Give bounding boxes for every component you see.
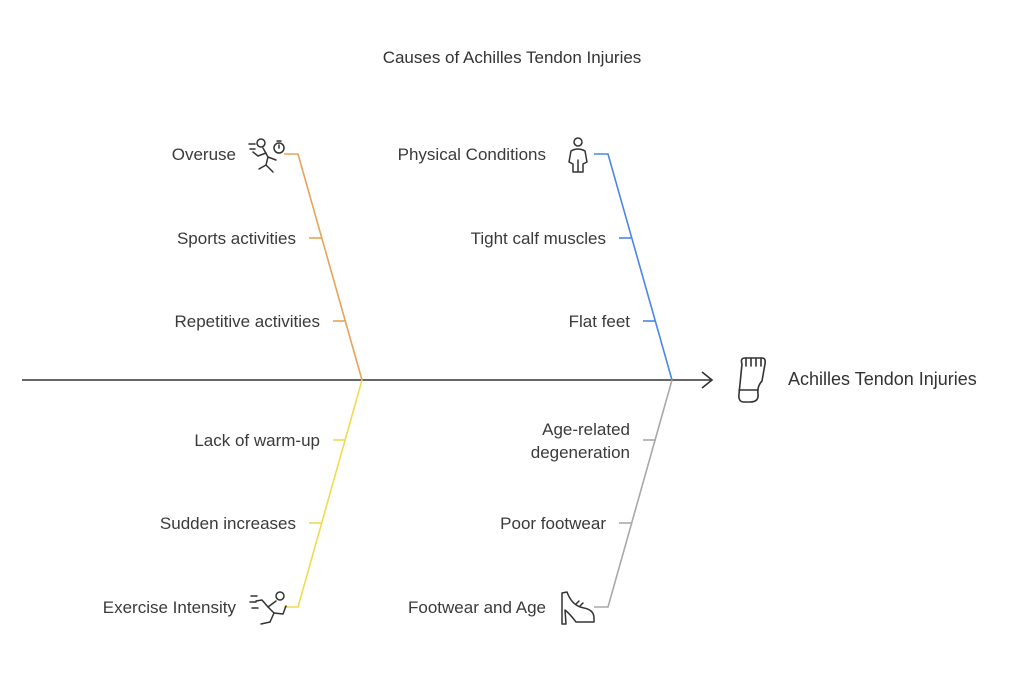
cause-flat-feet: Flat feet xyxy=(568,312,630,331)
effect-label: Achilles Tendon Injuries xyxy=(788,369,977,389)
high-heel-shoe-icon xyxy=(561,591,595,625)
bone-physical-conditions xyxy=(594,153,673,381)
diagram-title: Causes of Achilles Tendon Injuries xyxy=(382,48,642,67)
category-exercise-intensity-label: Exercise Intensity xyxy=(102,598,236,617)
bone-exercise-intensity xyxy=(284,379,363,608)
cause-repetitive-activities: Repetitive activities xyxy=(174,312,320,331)
cause-tight-calf-muscles: Tight calf muscles xyxy=(470,229,606,248)
cause-age-related-degeneration: Age-related degeneration xyxy=(530,420,630,462)
bone-overuse xyxy=(284,153,363,381)
cause-lack-of-warm-up: Lack of warm-up xyxy=(194,431,320,450)
cause-sports-activities: Sports activities xyxy=(176,229,296,248)
category-overuse-label: Overuse xyxy=(171,145,236,164)
running-stopwatch-icon xyxy=(248,138,285,173)
cause-poor-footwear: Poor footwear xyxy=(500,514,606,533)
person-body-icon xyxy=(568,137,588,173)
foot-icon xyxy=(738,357,766,403)
sprinting-person-icon xyxy=(249,591,287,625)
bone-footwear-age xyxy=(594,379,673,608)
spine-arrowhead xyxy=(701,371,714,389)
cause-sudden-increases: Sudden increases xyxy=(159,514,296,533)
category-physical-conditions-label: Physical Conditions xyxy=(397,145,546,164)
category-footwear-age-label: Footwear and Age xyxy=(408,598,546,617)
